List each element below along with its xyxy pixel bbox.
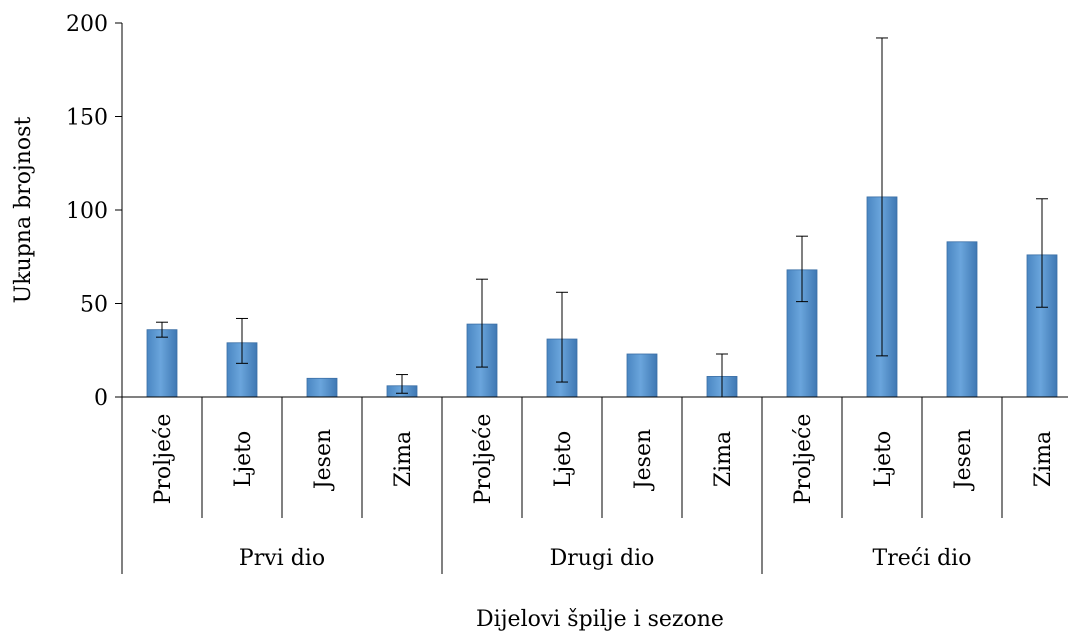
x-category-label: Ljeto xyxy=(871,431,896,488)
y-tick-label: 0 xyxy=(94,386,108,411)
x-category-label: Zima xyxy=(711,431,736,487)
y-tick-label: 200 xyxy=(66,12,108,37)
y-axis: 0 50 100 150 200 xyxy=(66,12,123,411)
group-label: Prvi dio xyxy=(239,546,325,571)
x-category-label: Ljeto xyxy=(551,431,576,488)
group-label: Treći dio xyxy=(873,546,972,571)
y-tick-label: 100 xyxy=(66,199,108,224)
error-bars xyxy=(156,37,1048,398)
bars xyxy=(146,196,1058,398)
x-axis-title: Dijelovi špilje i sezone xyxy=(476,607,724,632)
x-category-label: Proljeće xyxy=(471,414,496,505)
y-tick-label: 50 xyxy=(80,293,108,318)
x-category-label: Proljeće xyxy=(791,414,816,505)
x-axis: Proljeće Ljeto Jesen Zima Prvi dio Proljeće Lj… xyxy=(121,396,1068,574)
x-category-label: Ljeto xyxy=(231,431,256,488)
bar xyxy=(946,241,978,398)
group-label: Drugi dio xyxy=(550,546,655,571)
bar xyxy=(626,353,658,398)
bar xyxy=(306,377,338,398)
bar xyxy=(146,329,178,398)
y-tick-label: 150 xyxy=(66,106,108,131)
x-category-label: Zima xyxy=(1031,431,1056,487)
x-category-label: Jesen xyxy=(631,429,656,491)
x-category-label: Zima xyxy=(391,431,416,487)
x-category-label: Proljeće xyxy=(151,414,176,505)
y-axis-title: Ukupna brojnost xyxy=(11,117,36,304)
x-category-label: Jesen xyxy=(951,429,976,491)
x-category-label: Jesen xyxy=(311,429,336,491)
